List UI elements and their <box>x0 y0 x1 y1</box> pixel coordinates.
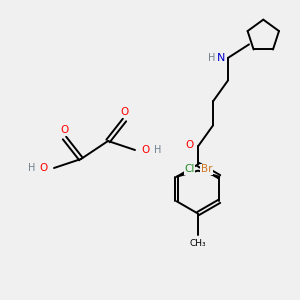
Text: O: O <box>141 145 150 155</box>
Text: N: N <box>217 53 226 63</box>
Text: CH₃: CH₃ <box>190 238 206 247</box>
Text: O: O <box>120 107 129 118</box>
Text: O: O <box>185 140 193 150</box>
Text: Cl: Cl <box>184 164 194 174</box>
Text: O: O <box>39 163 48 173</box>
Text: H: H <box>208 53 215 63</box>
Text: O: O <box>60 125 69 136</box>
Text: Br: Br <box>201 164 212 174</box>
Text: H: H <box>28 163 35 173</box>
Text: H: H <box>154 145 161 155</box>
